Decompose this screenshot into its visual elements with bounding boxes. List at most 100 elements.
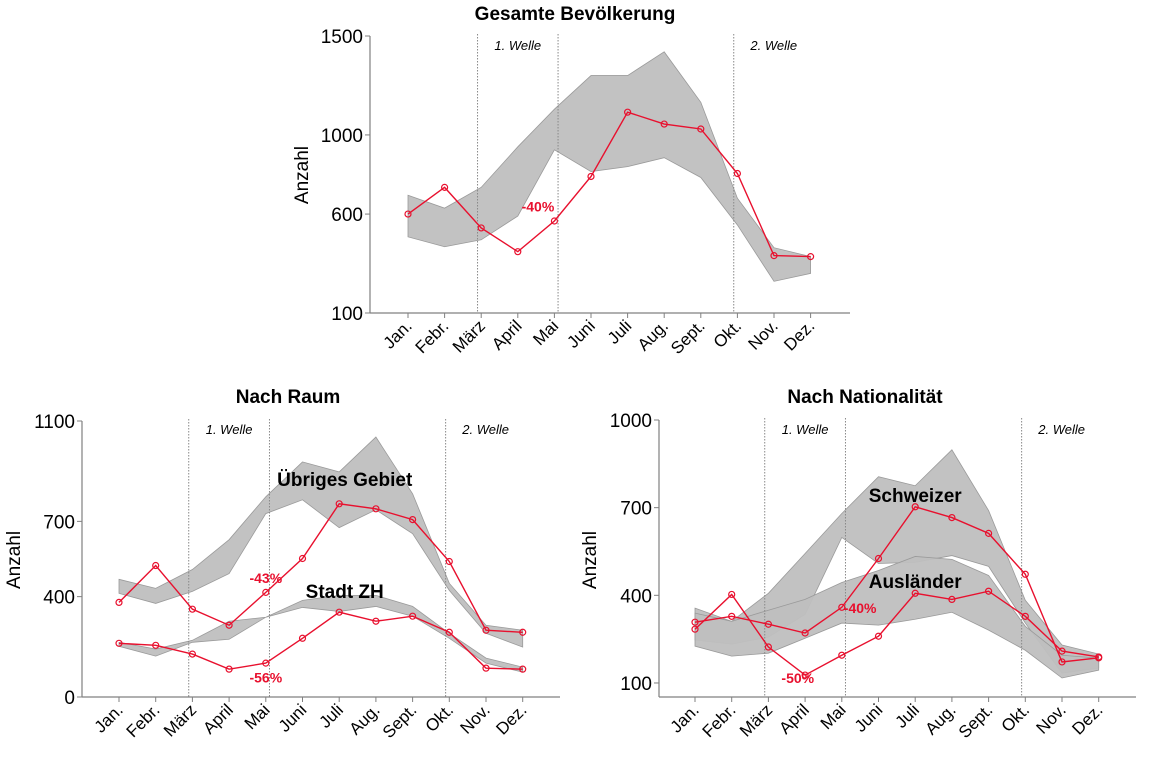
x-tick-label: Juni [563, 316, 598, 351]
data-point [691, 618, 699, 626]
data-point [984, 587, 993, 595]
data-point [152, 641, 160, 649]
data-point [152, 561, 160, 570]
y-axis-label: Anzahl [4, 531, 25, 589]
data-point [948, 595, 956, 604]
data-point [262, 659, 270, 667]
x-tick-label: Nov. [745, 316, 782, 353]
x-tick-label: Aug. [634, 316, 672, 354]
x-tick-label: Juni [851, 700, 886, 735]
x-tick-label: Sept. [955, 700, 997, 742]
x-tick-label: Okt. [422, 700, 457, 735]
data-point [1021, 612, 1029, 620]
x-tick-label: Jan. [91, 700, 127, 736]
x-tick-label: Mai [817, 700, 850, 733]
x-tick-label: März [736, 700, 776, 740]
chart-panel-2: Nach Raum Anzahl 1. Welle 2. Welle 0 400 700 11… [4, 387, 560, 742]
x-tick-label: Jan. [667, 700, 703, 736]
series-line [407, 111, 811, 258]
data-point [728, 612, 736, 620]
y-tick-label: 600 [331, 205, 363, 226]
chart-panel-3: Nach Nationalität Anzahl 1. Welle 2. Welle 1… [580, 387, 1136, 742]
chart-title: Nach Nationalität [787, 387, 943, 408]
wave-label: 2. Welle [1037, 422, 1085, 437]
data-point [801, 671, 809, 679]
chart-title: Gesamte Bevölkerung [475, 4, 676, 25]
series-1 [115, 500, 527, 636]
x-tick-label: Febr. [123, 700, 164, 741]
data-point [728, 590, 736, 599]
series-1 [404, 108, 815, 261]
x-tick-label: März [160, 700, 200, 740]
series-1 [691, 503, 1103, 666]
x-tick-label: Sept. [667, 316, 709, 358]
x-tick-label: Febr. [699, 700, 740, 741]
wave-label: 2. Welle [461, 422, 509, 437]
data-point [911, 503, 919, 511]
y-tick-label: 100 [331, 304, 363, 325]
data-point [1058, 658, 1066, 666]
data-point [764, 643, 773, 651]
series-line [694, 505, 1099, 663]
data-point [550, 217, 559, 225]
y-tick-label: 400 [620, 586, 652, 607]
data-point [806, 253, 815, 261]
data-point [409, 516, 417, 524]
x-tick-label: April [488, 316, 525, 353]
series-line [694, 590, 1099, 676]
x-tick-label: Okt. [998, 700, 1033, 735]
data-point [514, 248, 522, 256]
data-point [188, 605, 196, 613]
x-tick-label: Jan. [380, 316, 416, 352]
x-tick-label: Dez. [492, 700, 530, 738]
wave-label: 1. Welle [782, 422, 829, 437]
data-point [372, 505, 380, 513]
data-point [911, 589, 919, 597]
wave-label: 1. Welle [494, 38, 541, 53]
data-point [445, 628, 453, 636]
chart-title: Nach Raum [236, 387, 341, 408]
data-point [477, 224, 485, 232]
x-tick-label: März [449, 316, 489, 356]
change-annotation: -40% [522, 199, 555, 215]
y-tick-label: 700 [620, 499, 652, 520]
series-2 [115, 608, 527, 673]
group-label: Schweizer [869, 486, 963, 507]
data-point [801, 629, 809, 637]
x-tick-label: Aug. [346, 700, 384, 738]
data-point [838, 603, 846, 611]
x-tick-label: Juli [892, 700, 923, 731]
data-point [1095, 653, 1103, 661]
x-tick-label: Juli [604, 316, 635, 347]
data-point [445, 557, 453, 566]
data-point [984, 529, 993, 537]
range-band-2 [694, 556, 1100, 679]
y-tick-label: 1500 [321, 27, 363, 48]
y-tick-label: 100 [620, 674, 652, 695]
data-point [225, 621, 233, 629]
data-point [335, 500, 343, 508]
change-annotation: -40% [844, 600, 877, 616]
data-point [115, 598, 123, 607]
x-tick-label: Sept. [379, 700, 421, 742]
data-point [697, 125, 705, 133]
y-tick-label: 400 [43, 588, 75, 609]
data-point [225, 665, 233, 673]
x-tick-label: Febr. [412, 316, 453, 357]
data-point [874, 554, 883, 563]
x-tick-label: Mai [529, 316, 562, 349]
range-band-2 [118, 594, 524, 673]
group-label: Ausländer [869, 572, 963, 593]
data-point [770, 252, 778, 260]
data-point [660, 120, 668, 128]
data-point [519, 628, 527, 636]
series-line [118, 611, 523, 670]
range-band-1 [407, 51, 811, 282]
data-point [948, 513, 956, 522]
series-line [118, 503, 523, 633]
y-tick-label: 1000 [610, 411, 652, 432]
data-point [409, 612, 417, 620]
data-point [691, 625, 699, 633]
x-tick-label: Juli [316, 700, 347, 731]
y-tick-label: 0 [64, 688, 75, 709]
